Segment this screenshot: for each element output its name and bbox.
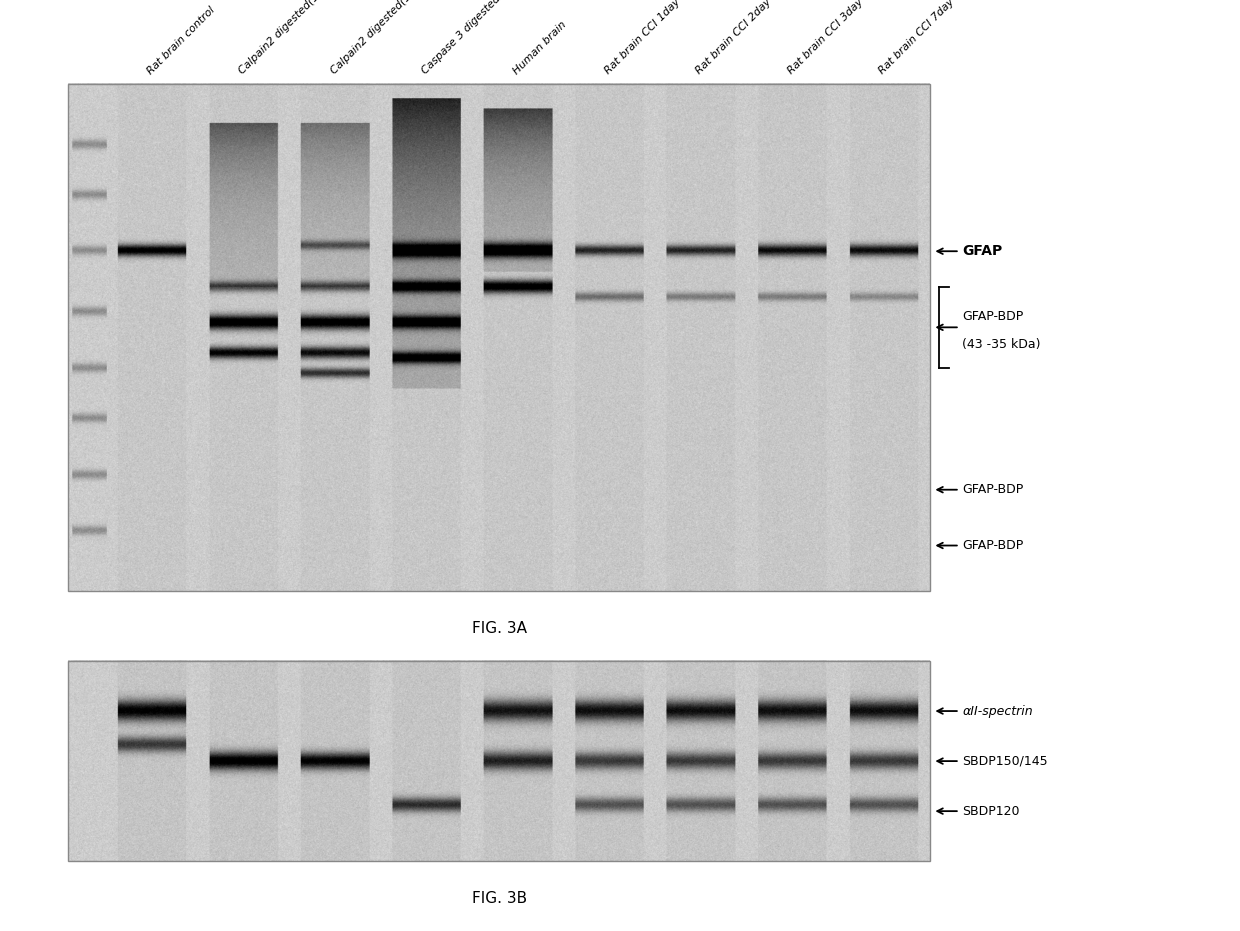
Text: Rat brain CCI 7day: Rat brain CCI 7day: [877, 0, 956, 76]
Text: SBDP120: SBDP120: [962, 804, 1019, 817]
Text: Caspase 3 digested(1:50): Caspase 3 digested(1:50): [420, 0, 526, 76]
Text: Human brain: Human brain: [511, 20, 568, 76]
Text: GFAP-BDP: GFAP-BDP: [962, 539, 1023, 552]
Text: GFAP-BDP: GFAP-BDP: [962, 310, 1023, 323]
Text: FIG. 3B: FIG. 3B: [471, 891, 527, 906]
Text: GFAP-BDP: GFAP-BDP: [962, 483, 1023, 496]
Text: Rat brain CCI 2day: Rat brain CCI 2day: [694, 0, 774, 76]
Text: Rat brain CCI 3day: Rat brain CCI 3day: [786, 0, 866, 76]
Text: Calpain2 digested(1:50): Calpain2 digested(1:50): [237, 0, 336, 76]
Text: FIG. 3A: FIG. 3A: [471, 621, 527, 636]
Bar: [68, 661, 930, 861]
Text: (43 -35 kDa): (43 -35 kDa): [962, 338, 1040, 351]
Bar: [68, 84, 930, 591]
Text: GFAP: GFAP: [962, 244, 1002, 258]
Text: Calpain2 digested(1:200): Calpain2 digested(1:200): [329, 0, 433, 76]
Text: αII-spectrin: αII-spectrin: [962, 705, 1033, 718]
Text: Rat brain CCI 1day: Rat brain CCI 1day: [603, 0, 682, 76]
Text: Rat brain control: Rat brain control: [145, 5, 217, 76]
Text: SBDP150/145: SBDP150/145: [962, 755, 1048, 767]
